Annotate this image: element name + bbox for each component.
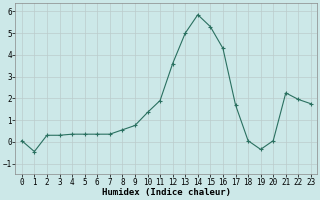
X-axis label: Humidex (Indice chaleur): Humidex (Indice chaleur) <box>102 188 231 197</box>
